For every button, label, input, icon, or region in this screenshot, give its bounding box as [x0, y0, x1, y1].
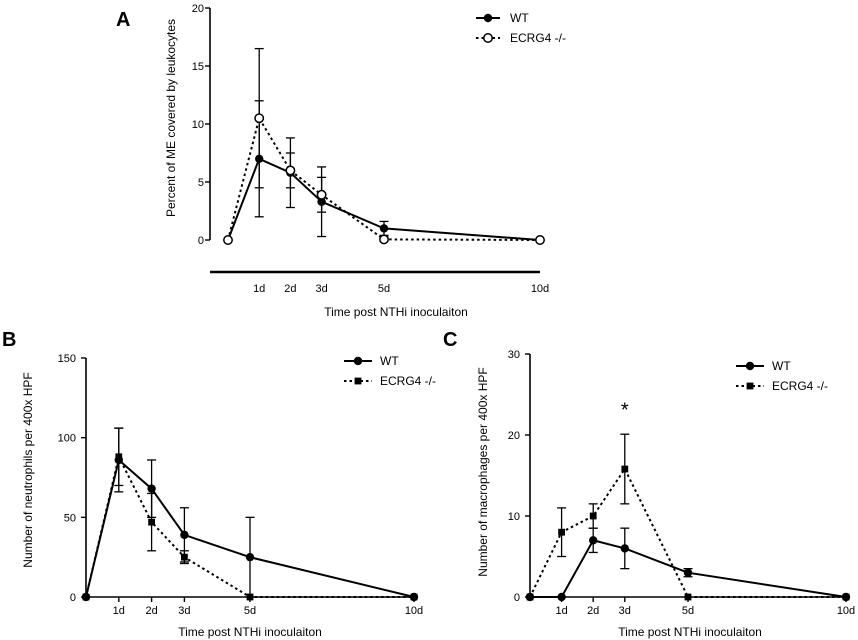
x-tick-label: 10d	[531, 283, 549, 295]
x-tick-label: 3d	[315, 283, 327, 295]
data-point-ecrg4	[526, 593, 534, 601]
x-tick-label: 2d	[284, 283, 296, 295]
legend-label-ecrg4: ECRG4 -/-	[772, 379, 828, 393]
legend-label-wt: WT	[380, 354, 399, 368]
y-tick-label: 15	[192, 61, 204, 73]
data-point-ecrg4	[589, 512, 597, 520]
data-point-ecrg4	[246, 593, 254, 601]
data-point-ecrg4	[181, 553, 188, 561]
series-line-wt	[227, 157, 541, 241]
data-point-ecrg4	[82, 593, 90, 601]
x-tick-label: 10d	[405, 605, 423, 617]
data-point-wt	[180, 530, 189, 540]
y-tick-label: 20	[192, 3, 204, 15]
y-tick-label: 0	[198, 235, 204, 247]
y-axis-title: Percent of ME covered by leukocytes	[164, 19, 178, 217]
legend-label-wt: WT	[510, 11, 529, 25]
x-tick-label: 5d	[378, 283, 390, 295]
data-point-ecrg4	[254, 113, 265, 124]
data-point-ecrg4	[842, 593, 850, 601]
data-point-wt	[557, 592, 566, 602]
data-point-wt	[147, 484, 156, 493]
x-tick-label: 3d	[178, 605, 190, 617]
y-tick-label: 150	[58, 353, 76, 365]
data-point-ecrg4	[115, 453, 123, 461]
y-tick-label: 5	[198, 177, 204, 189]
y-axis-title: Number of macrophages per 400x HPF	[476, 367, 490, 576]
chart-panel-a: A 0 5 10 15 20 1d 2d 3d 5d 10d Time post NTHi inoc…	[116, 3, 566, 319]
series-line-ecrg4	[529, 467, 846, 598]
data-point-ecrg4	[223, 235, 233, 245]
y-tick-label: 100	[58, 433, 76, 445]
panel-label-a: A	[116, 9, 130, 31]
x-tick-label: 5d	[244, 605, 256, 617]
series-line-ecrg4	[227, 115, 541, 241]
panel-label-b: B	[2, 329, 16, 351]
legend-label-ecrg4: ECRG4 -/-	[380, 374, 436, 388]
data-point-wt	[245, 552, 255, 562]
data-point-ecrg4	[285, 165, 296, 176]
y-axis-title: Number of neutrophils per 400x HPF	[21, 372, 35, 567]
chart-panel-c: C 0 10 20 30 1d 2d 3d 5d 10d Time post NTHi inocu…	[443, 329, 855, 639]
x-tick-label: 5d	[682, 605, 694, 617]
legend-marker-ecrg4	[746, 382, 754, 390]
y-tick-label: 20	[508, 430, 520, 442]
legend-marker-ecrg4	[354, 377, 362, 385]
legend-label-ecrg4: ECRG4 -/-	[510, 31, 566, 45]
data-point-wt	[683, 568, 693, 577]
x-tick-label: 1d	[555, 605, 567, 617]
legend-marker-wt	[353, 356, 363, 366]
legend-label-wt: WT	[772, 359, 791, 373]
x-tick-label: 1d	[253, 283, 265, 295]
y-tick-label: 10	[508, 511, 520, 523]
x-axis-title: Time post NTHi inoculaiton	[618, 625, 762, 639]
y-tick-label: 30	[508, 349, 520, 361]
data-point-ecrg4	[684, 593, 692, 601]
data-point-ecrg4	[621, 465, 629, 473]
legend-marker-wt	[745, 361, 755, 371]
x-tick-label: 2d	[587, 605, 599, 617]
data-point-ecrg4	[410, 593, 418, 601]
data-point-wt	[620, 544, 629, 553]
x-axis-title: Time post NTHi inoculaiton	[324, 305, 468, 319]
data-point-wt	[379, 224, 389, 233]
y-tick-label: 0	[70, 592, 76, 604]
data-point-ecrg4	[558, 528, 565, 536]
panel-label-c: C	[443, 329, 457, 351]
chart-panel-b: B 0 50 100 150 1d 2d 3d 5d 10d Time post NTHi ino…	[2, 329, 436, 639]
data-point-ecrg4	[148, 518, 155, 526]
x-tick-label: 3d	[619, 605, 631, 617]
x-tick-label: 2d	[145, 605, 157, 617]
x-tick-label: 10d	[837, 605, 855, 617]
data-point-ecrg4	[316, 189, 327, 200]
significance-marker: *	[621, 400, 629, 422]
data-point-wt	[589, 536, 598, 545]
series-line-ecrg4	[85, 453, 414, 598]
y-tick-label: 10	[192, 119, 204, 131]
legend-marker-ecrg4	[483, 33, 493, 43]
data-point-ecrg4	[535, 235, 545, 245]
series-line-wt	[530, 539, 847, 598]
legend-marker-wt	[483, 13, 493, 23]
x-tick-label: 1d	[113, 605, 125, 617]
x-axis-title: Time post NTHi inoculaiton	[178, 625, 322, 639]
data-point-ecrg4	[379, 234, 389, 245]
y-tick-label: 0	[514, 592, 520, 604]
y-tick-label: 50	[64, 512, 76, 524]
